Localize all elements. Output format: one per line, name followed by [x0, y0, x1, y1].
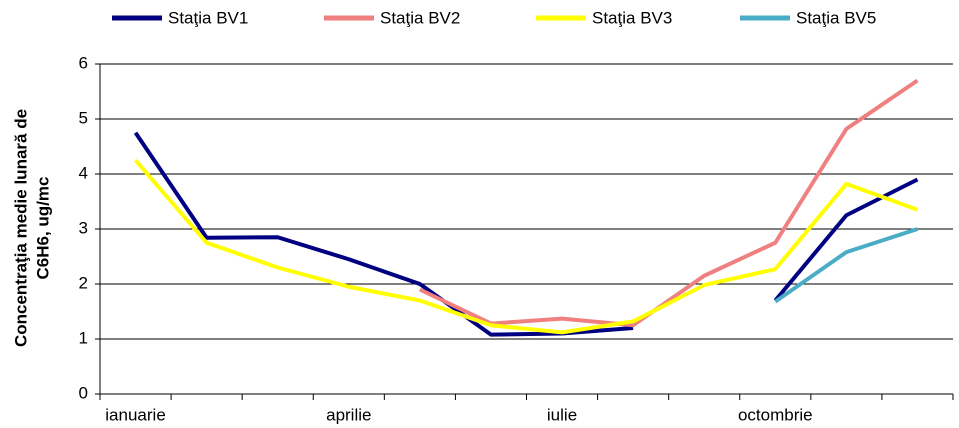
- series-line: [774, 227, 919, 304]
- y-tick-label: 4: [79, 163, 88, 182]
- y-tick-label: 5: [79, 108, 88, 127]
- legend-label: Staţia BV5: [796, 8, 876, 27]
- legend-label: Staţia BV1: [168, 8, 248, 27]
- series-line: [134, 158, 919, 335]
- y-label-line: Concentraţia medie lunară de: [11, 109, 30, 347]
- y-tick-label: 0: [79, 383, 88, 402]
- series-line: [133, 131, 919, 337]
- y-tick-label: 1: [79, 328, 88, 347]
- y-axis-title: Concentraţia medie lunară de C6H6, ug/mc: [11, 109, 52, 347]
- y-tick-label: 2: [79, 273, 88, 292]
- y-label-line: C6H6, ug/mc: [33, 177, 52, 280]
- legend-label: Staţia BV3: [592, 8, 672, 27]
- x-tick-label: ianuarie: [105, 405, 166, 424]
- y-tick-label: 6: [79, 53, 88, 72]
- y-tick-label: 3: [79, 218, 88, 237]
- legend-label: Staţia BV2: [380, 8, 460, 27]
- x-tick-label: aprilie: [326, 405, 371, 424]
- x-tick-label: iulie: [547, 405, 577, 424]
- series-line: [419, 78, 919, 328]
- x-tick-label: octombrie: [738, 405, 813, 424]
